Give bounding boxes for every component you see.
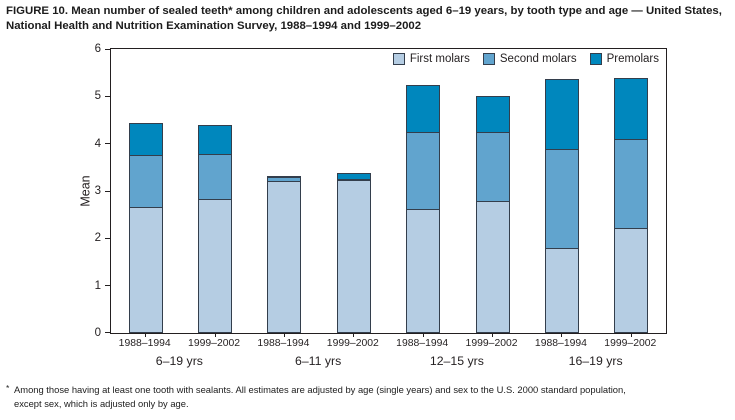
footnote: * Among those having at least one tooth …	[6, 383, 733, 410]
plot-area: Mean First molars Second molars Premolars …	[79, 43, 667, 339]
legend-color-swatch	[392, 53, 405, 65]
y-tick-mark	[105, 285, 111, 287]
x-period-label: 1999–2002	[465, 338, 518, 349]
bar-segment-second-molars	[475, 131, 510, 203]
x-group-label: 6–19 yrs	[155, 354, 203, 368]
x-tick-mark	[283, 333, 285, 337]
legend-item: First molars	[392, 53, 470, 65]
bar-segment-second-molars	[614, 138, 649, 229]
bar-segment-first-molars	[544, 247, 579, 333]
stacked-bar	[267, 176, 302, 333]
bar-segment-first-molars	[406, 208, 441, 333]
y-tick-mark	[105, 143, 111, 145]
bar-slot	[458, 49, 527, 333]
legend-label: Second molars	[499, 53, 577, 65]
bar-slot	[527, 49, 596, 333]
bar-segment-first-molars	[475, 201, 510, 333]
bar-slot	[111, 49, 180, 333]
legend-item: Premolars	[589, 53, 659, 65]
stacked-bar	[198, 124, 233, 333]
legend-color-swatch	[589, 53, 602, 65]
bar-slot	[597, 49, 666, 333]
y-tick-label: 4	[94, 137, 101, 150]
bar-slot	[389, 49, 458, 333]
bar-segment-premolars	[128, 122, 163, 157]
stacked-bar	[475, 96, 510, 333]
bar-segment-second-molars	[128, 155, 163, 209]
bar-slot	[250, 49, 319, 333]
stacked-bar	[544, 79, 579, 333]
bar-slot	[319, 49, 388, 333]
bar-segment-second-molars	[544, 149, 579, 249]
legend: First molars Second molars Premolars	[392, 53, 659, 65]
x-period-label: 1999–2002	[326, 338, 379, 349]
x-period-label: 1999–2002	[188, 338, 241, 349]
y-tick-mark	[105, 332, 111, 333]
x-axis-group-labels: 6–19 yrs 6–11 yrs 12–15 yrs 16–19 yrs	[110, 354, 665, 368]
y-tick-label: 6	[94, 43, 101, 55]
bar-segment-premolars	[614, 78, 649, 140]
y-tick-label: 3	[94, 185, 101, 197]
y-tick-mark	[105, 190, 111, 192]
y-tick-label: 5	[94, 90, 101, 103]
y-tick-label: 2	[94, 232, 101, 245]
bar-segment-first-molars	[128, 207, 163, 333]
bar-segment-premolars	[198, 124, 233, 155]
x-tick-mark	[353, 333, 355, 337]
x-period-label: 1988–1994	[118, 338, 171, 349]
bar-segment-premolars	[475, 96, 510, 133]
x-tick-mark	[492, 333, 494, 337]
x-tick-mark	[214, 333, 216, 337]
legend-label: Premolars	[606, 53, 659, 65]
x-tick-mark	[422, 333, 424, 337]
x-tick-mark	[561, 333, 563, 337]
bar-segment-first-molars	[614, 227, 649, 333]
footnote-line2: except sex, which is adjusted only by ag…	[14, 397, 189, 409]
x-group-label: 16–19 yrs	[568, 354, 623, 368]
bar-slot	[180, 49, 249, 333]
bar-segment-second-molars	[198, 153, 233, 201]
y-tick-label: 1	[94, 279, 101, 292]
bar-segment-first-molars	[198, 199, 233, 333]
y-tick-mark	[105, 237, 111, 239]
stacked-bar	[614, 78, 649, 333]
footnote-text: Among those having at least one tooth wi…	[14, 383, 626, 410]
x-period-label: 1988–1994	[534, 338, 587, 349]
bar-segment-first-molars	[336, 179, 371, 333]
stacked-bar	[128, 122, 163, 333]
x-tick-mark	[145, 333, 147, 337]
x-period-label: 1988–1994	[396, 338, 449, 349]
bar-segment-first-molars	[267, 180, 302, 333]
bar-segment-premolars	[406, 85, 441, 133]
bar-segment-second-molars	[406, 131, 441, 210]
stacked-bar	[336, 172, 371, 333]
figure-title: FIGURE 10. Mean number of sealed teeth* …	[6, 5, 722, 33]
x-group-label: 6–11 yrs	[294, 354, 342, 368]
footnote-line1: Among those having at least one tooth wi…	[14, 384, 626, 395]
y-tick-mark	[105, 95, 111, 97]
stacked-bar	[406, 85, 441, 333]
legend-item: Second molars	[482, 53, 577, 65]
y-tick-label: 0	[94, 327, 101, 339]
x-period-label: 1999–2002	[604, 338, 657, 349]
x-axis-period-labels: 1988–1994 1999–2002 1988–1994 1999–2002 1988…	[110, 338, 665, 349]
y-tick-mark	[105, 49, 111, 50]
x-period-label: 1988–1994	[257, 338, 310, 349]
footnote-marker: *	[6, 383, 10, 393]
bar-segment-premolars	[544, 79, 579, 151]
legend-label: First molars	[409, 53, 470, 65]
legend-color-swatch	[482, 53, 495, 65]
bars-container	[111, 49, 666, 333]
x-tick-mark	[630, 333, 632, 337]
x-group-label: 12–15 yrs	[429, 354, 484, 368]
